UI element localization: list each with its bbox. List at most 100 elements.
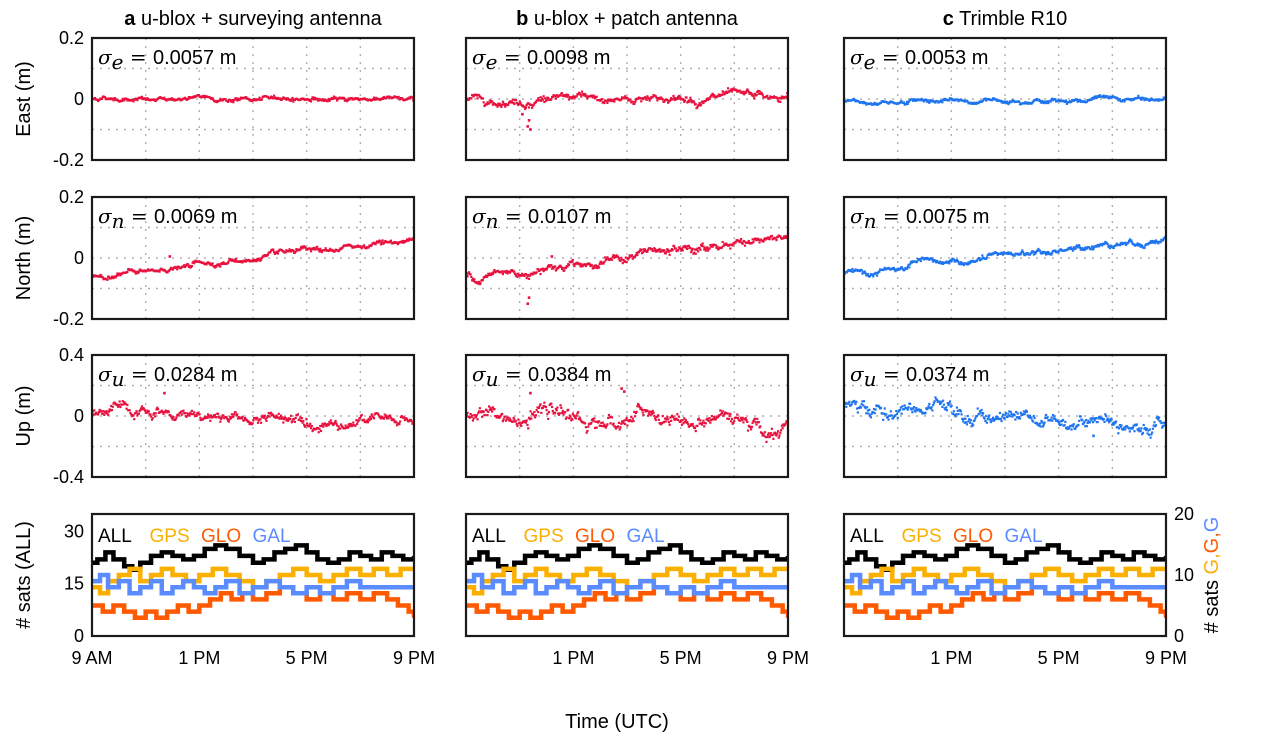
data-point: [517, 272, 520, 275]
data-point: [580, 263, 583, 266]
data-point: [938, 261, 941, 265]
data-point: [309, 427, 313, 430]
data-point: [102, 410, 105, 413]
data-point: [269, 411, 273, 414]
data-point: [1075, 244, 1078, 247]
data-point: [1035, 251, 1038, 254]
data-point: [206, 416, 209, 419]
data-point: [530, 103, 533, 106]
data-point: [630, 420, 634, 423]
data-point: [730, 88, 733, 91]
data-point: [1140, 98, 1143, 101]
data-point: [350, 245, 353, 248]
data-point: [655, 96, 658, 100]
data-point: [739, 419, 742, 422]
data-point: [711, 245, 714, 248]
data-point: [928, 101, 931, 104]
data-point: [1013, 414, 1016, 417]
data-point: [334, 419, 337, 422]
data-point: [968, 421, 972, 424]
data-point: [1161, 239, 1165, 242]
data-point: [728, 414, 731, 418]
data-point: [546, 412, 549, 415]
data-point: [1149, 240, 1152, 243]
data-point: [721, 240, 724, 244]
legend-glo: GLO: [575, 526, 615, 547]
data-point: [561, 266, 564, 270]
data-point: [850, 403, 853, 406]
data-point: [912, 406, 916, 409]
data-point: [550, 98, 553, 101]
data-point: [908, 263, 912, 266]
data-point: [1106, 417, 1109, 420]
data-point: [1100, 243, 1103, 246]
data-point: [621, 420, 624, 423]
data-point: [286, 419, 290, 422]
data-point: [769, 432, 773, 435]
data-point: [299, 419, 303, 423]
data-point: [1081, 419, 1084, 422]
data-point: [1160, 422, 1163, 425]
data-point: [515, 422, 518, 426]
data-point: [1009, 251, 1012, 254]
data-point: [335, 97, 338, 100]
data-point: [597, 421, 600, 424]
data-point: [491, 103, 494, 106]
data-point: [745, 418, 748, 422]
data-point: [900, 266, 903, 269]
data-point: [477, 410, 481, 413]
data-point: [613, 425, 617, 428]
data-point: [276, 252, 280, 255]
data-point: [377, 413, 380, 417]
data-point: [287, 250, 290, 253]
data-point: [623, 422, 627, 426]
data-point: [573, 265, 576, 268]
data-point: [1017, 417, 1020, 420]
data-point: [286, 418, 289, 421]
data-point: [1106, 242, 1109, 246]
data-point: [704, 249, 707, 252]
data-point: [279, 414, 283, 417]
data-point: [595, 95, 598, 98]
data-point: [273, 415, 277, 418]
data-point: [1070, 428, 1073, 431]
data-point: [1006, 415, 1009, 418]
data-point: [126, 270, 129, 274]
data-point: [907, 101, 910, 104]
data-point: [649, 97, 652, 100]
data-point: [118, 272, 121, 275]
data-point: [109, 409, 112, 412]
data-point: [624, 418, 627, 422]
data-point: [1045, 100, 1048, 103]
data-point: [1157, 418, 1160, 421]
data-point: [328, 248, 331, 252]
data-point: [1095, 245, 1098, 248]
data-point: [256, 421, 260, 424]
data-point: [885, 413, 888, 416]
data-point: [707, 419, 710, 423]
data-point: [907, 263, 910, 266]
data-point: [1045, 101, 1048, 105]
data-point: [1147, 433, 1151, 436]
data-point: [221, 99, 224, 102]
data-point: [292, 249, 295, 252]
data-point: [941, 101, 944, 104]
data-point: [755, 93, 758, 97]
data-point: [203, 417, 206, 420]
data-point: [995, 98, 998, 101]
ytick-right-label: 10: [1174, 565, 1194, 585]
data-point: [544, 406, 548, 409]
data-point: [645, 98, 648, 101]
data-point: [651, 409, 654, 413]
data-point: [407, 239, 410, 242]
data-point: [717, 247, 720, 250]
data-point: [383, 413, 386, 416]
data-point: [1047, 251, 1050, 254]
data-point: [931, 409, 934, 412]
data-point: [677, 415, 680, 418]
data-point: [752, 95, 755, 98]
data-point: [256, 259, 260, 262]
data-point: [564, 411, 567, 414]
data-point: [259, 258, 263, 261]
data-point: [1041, 425, 1045, 428]
